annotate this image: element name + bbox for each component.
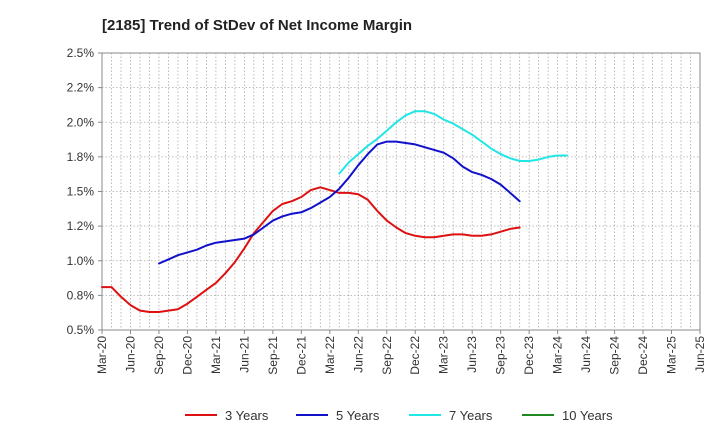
legend-label: 5 Years bbox=[336, 408, 380, 423]
x-tick-label: Jun-21 bbox=[237, 336, 251, 373]
axes: 0.5% 0.8% 1.0% 1.2% 1.5% 1.8% 2.0% 2.2% 2.5% Mar-… bbox=[67, 46, 707, 375]
y-tick-label: 1.5% bbox=[67, 185, 95, 199]
y-tick-label: 2.0% bbox=[67, 115, 95, 129]
legend-label: 3 Years bbox=[225, 408, 269, 423]
x-tick-label: Mar-20 bbox=[95, 336, 109, 374]
x-tick-label: Dec-22 bbox=[408, 336, 422, 375]
y-tick-label: 0.8% bbox=[67, 288, 95, 302]
y-tick-label: 0.5% bbox=[67, 323, 95, 337]
x-tick-label: Jun-23 bbox=[465, 336, 479, 373]
series-line-7-years bbox=[338, 110, 569, 175]
x-tick-label: Dec-20 bbox=[180, 336, 194, 375]
x-tick-label: Jun-20 bbox=[123, 336, 137, 373]
x-tick-label: Sep-20 bbox=[152, 336, 166, 375]
x-tick-label: Mar-23 bbox=[437, 336, 451, 374]
x-tick-label: Jun-22 bbox=[351, 336, 365, 373]
x-tick-label: Dec-21 bbox=[294, 336, 308, 375]
series-group bbox=[101, 110, 569, 313]
x-tick-label: Jun-25 bbox=[693, 336, 707, 373]
x-tick-label: Mar-21 bbox=[209, 336, 223, 374]
grid bbox=[101, 52, 701, 331]
series-line-5-years bbox=[158, 140, 521, 265]
x-tick-label: Dec-24 bbox=[636, 336, 650, 375]
x-tick-label: Dec-23 bbox=[522, 336, 536, 375]
legend-label: 10 Years bbox=[562, 408, 613, 423]
legend: 3 Years 5 Years 7 Years 10 Years bbox=[185, 408, 613, 423]
x-tick-label: Mar-24 bbox=[551, 336, 565, 374]
y-tick-label: 2.2% bbox=[67, 81, 95, 95]
x-tick-label: Mar-22 bbox=[323, 336, 337, 374]
y-tick-label: 1.2% bbox=[67, 219, 95, 233]
y-tick-label: 2.5% bbox=[67, 46, 95, 60]
x-tick-label: Sep-21 bbox=[266, 336, 280, 375]
x-tick-label: Jun-24 bbox=[579, 336, 593, 373]
chart-title: [2185] Trend of StDev of Net Income Marg… bbox=[102, 17, 412, 34]
y-tick-label: 1.8% bbox=[67, 150, 95, 164]
x-tick-label: Mar-25 bbox=[665, 336, 679, 374]
x-tick-label: Sep-22 bbox=[380, 336, 394, 375]
x-tick-label: Sep-24 bbox=[608, 336, 622, 375]
y-tick-label: 1.0% bbox=[67, 254, 95, 268]
legend-label: 7 Years bbox=[449, 408, 493, 423]
x-tick-label: Sep-23 bbox=[494, 336, 508, 375]
series-line-3-years bbox=[101, 186, 521, 313]
